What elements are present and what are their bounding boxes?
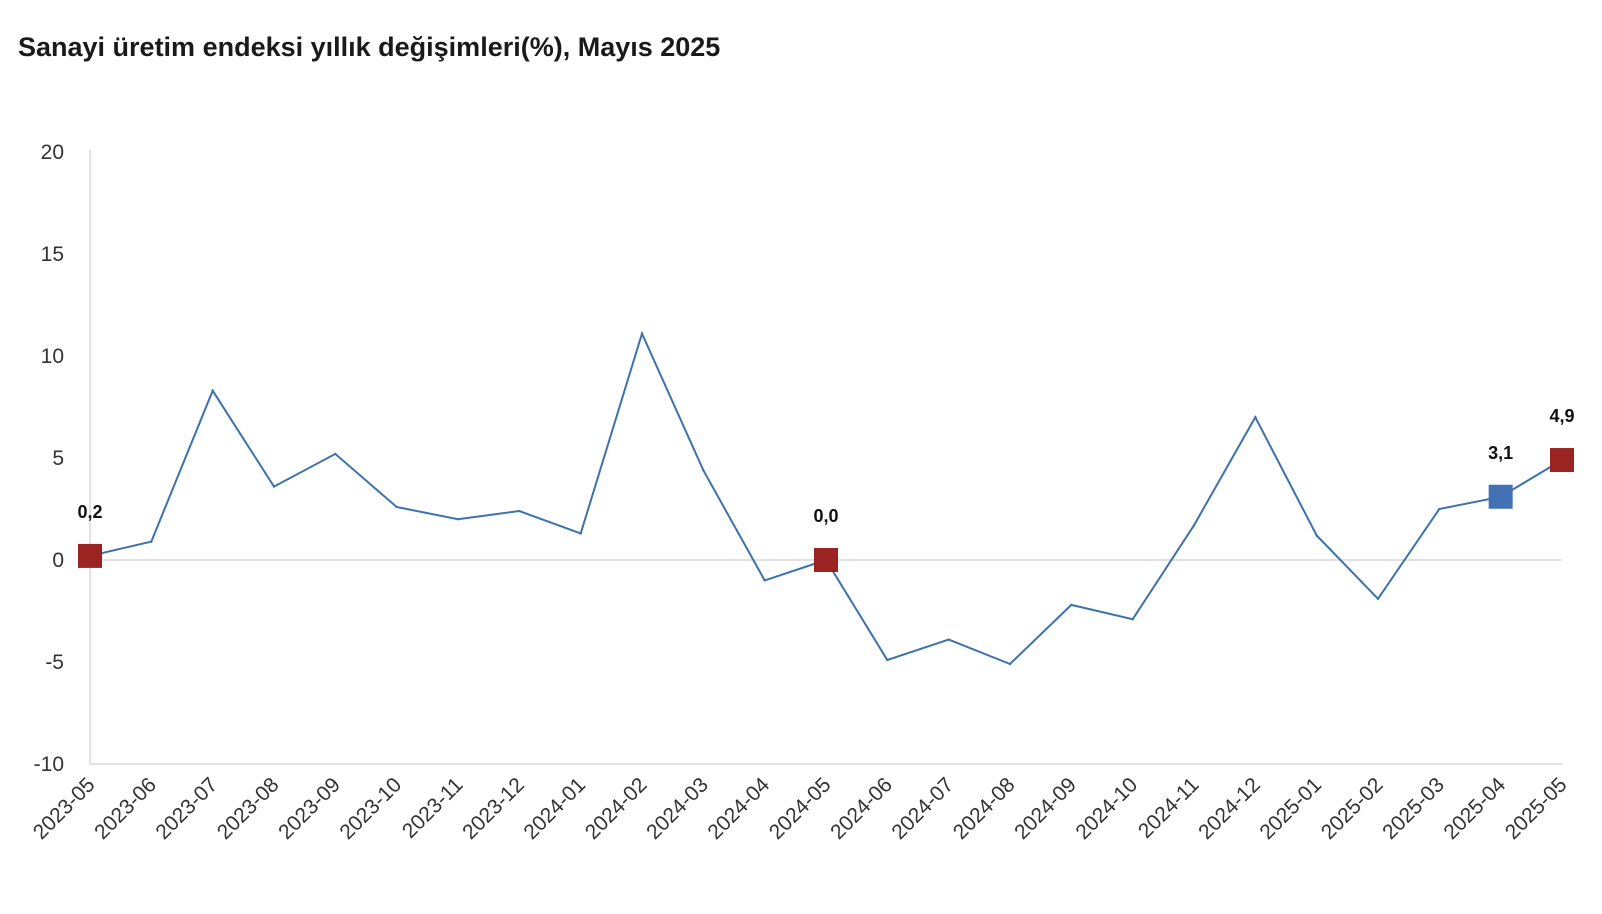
x-tick-label: 2024-08 [949,773,1020,844]
x-tick-label: 2023-11 [398,773,468,843]
x-tick-label: 2023-09 [274,773,345,844]
x-tick-label: 2025-03 [1378,773,1449,844]
data-point [334,452,337,456]
data-point [886,658,889,662]
data-point [1192,524,1196,527]
marker-layer: 0,2 0,0 3,1 4,9 [77,406,1575,572]
x-tick-label: 2024-05 [765,773,836,844]
data-point [1008,662,1012,666]
data-point [1315,534,1318,537]
data-point [150,540,153,543]
x-tick-label: 2023-05 [29,773,100,844]
x-tick-label: 2023-07 [151,773,222,844]
data-point [395,505,398,509]
data-point [640,332,644,335]
y-tick-label: 15 [41,243,64,266]
data-point [702,469,705,472]
data-point [518,509,521,513]
y-tick-label: -5 [45,651,64,674]
data-point [211,389,214,392]
x-tick-label: 2024-07 [887,773,958,844]
x-tick-label: 2023-06 [90,773,161,844]
x-axis: 2023-052023-062023-072023-082023-092023-… [29,763,1572,844]
data-point [1131,617,1134,621]
x-tick-label: 2024-09 [1010,773,1081,844]
data-label: 4,9 [1549,406,1574,426]
y-tick-label: 10 [41,345,64,368]
series-line [89,330,1563,666]
highlight-marker [78,543,102,568]
x-tick-label: 2025-04 [1439,773,1510,844]
data-point [579,532,582,535]
data-label: 0,2 [77,502,102,522]
highlight-marker [814,548,838,572]
x-tick-label: 2024-01 [519,773,590,844]
x-tick-label: 2024-10 [1071,773,1142,844]
x-tick-label: 2023-10 [335,773,406,844]
x-tick-label: 2024-03 [642,773,713,844]
y-axis: 20 15 10 5 0 -5 -10 [34,141,1562,776]
x-tick-label: 2025-02 [1317,773,1388,844]
series-layer [88,330,1564,666]
data-point [947,638,950,641]
x-tick-label: 2023-08 [213,773,284,844]
data-point [763,579,766,582]
data-label: 3,1 [1488,443,1513,463]
data-point [456,518,460,521]
x-tick-label: 2024-12 [1194,773,1265,844]
highlight-marker [1488,484,1513,509]
y-tick-label: -10 [34,753,64,776]
x-tick-label: 2024-04 [703,773,774,844]
x-tick-label: 2025-05 [1501,773,1572,844]
data-point [1070,603,1073,607]
y-tick-label: 5 [52,447,64,470]
x-tick-label: 2024-06 [826,773,897,844]
x-tick-label: 2024-02 [581,773,652,844]
x-tick-label: 2024-11 [1134,773,1204,843]
data-point [272,485,276,488]
data-point [1438,507,1441,511]
chart-title: Sanayi üretim endeksi yıllık değişimleri… [18,32,721,62]
x-tick-label: 2025-01 [1255,773,1326,844]
data-label: 0,0 [813,506,838,526]
data-point [1254,416,1257,419]
y-tick-label: 0 [52,549,64,572]
data-point [1376,597,1380,600]
x-tick-label: 2023-12 [458,773,529,844]
y-tick-label: 20 [41,141,64,164]
highlight-marker [1550,448,1574,473]
